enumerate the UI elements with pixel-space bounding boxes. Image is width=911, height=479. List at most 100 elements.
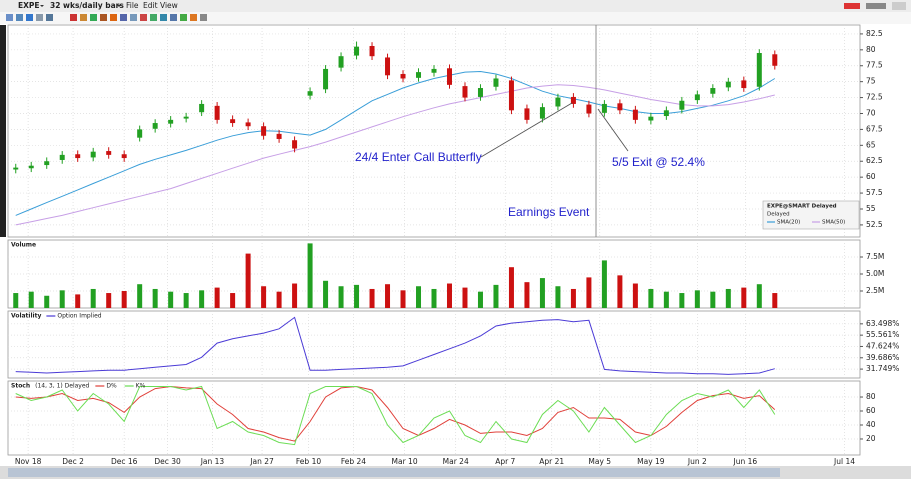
x-tick-label: Jun 2 — [687, 457, 707, 466]
x-tick-label: Jun 16 — [733, 457, 758, 466]
y-tick-label: 80 — [866, 45, 876, 54]
volume-bar — [725, 288, 731, 308]
y-tick-label: 52.5 — [866, 220, 883, 229]
y-tick-label: 57.5 — [866, 188, 883, 197]
candle-body — [493, 78, 499, 87]
y-tick-label: 65 — [866, 140, 876, 149]
candle-body — [245, 122, 251, 127]
left-edge — [0, 25, 6, 237]
period[interactable]: 32 wks/daily bars — [50, 1, 124, 10]
volume-bar — [307, 243, 313, 308]
toolbar-icons[interactable] — [6, 2, 906, 21]
candle-body — [508, 80, 514, 111]
volume-bar — [694, 290, 700, 308]
volume-bar — [106, 293, 112, 308]
volume-bar — [214, 287, 220, 308]
volume-bar — [601, 260, 607, 308]
y-tick-label: 63.498% — [866, 319, 899, 328]
candle-body — [462, 86, 468, 98]
candle-body — [570, 96, 576, 104]
legend-label: D% — [106, 383, 117, 390]
x-tick-label: Feb 10 — [296, 457, 321, 466]
volume-bar — [152, 288, 158, 308]
candle-body — [663, 110, 669, 117]
candle-body — [152, 123, 158, 129]
volume-bar — [741, 287, 747, 308]
volume-bar — [369, 288, 375, 308]
y-tick-label: 5.0M — [866, 269, 884, 278]
legend-box — [762, 200, 860, 230]
candle-body — [44, 161, 50, 166]
y-tick-label: 20 — [866, 434, 876, 443]
y-tick-label: 62.5 — [866, 156, 883, 165]
volume-bar — [431, 288, 437, 308]
candle-body — [276, 133, 282, 139]
volume-bar — [44, 295, 50, 308]
panel-title: Volume — [11, 242, 36, 249]
candle-body — [679, 100, 685, 110]
menu-edit[interactable]: Edit — [143, 1, 158, 10]
line-series — [15, 385, 776, 442]
y-tick-label: 72.5 — [866, 93, 883, 102]
annotation-arrow — [480, 102, 573, 158]
candle-body — [121, 154, 127, 159]
y-tick-label: 55 — [866, 204, 876, 213]
candle-body — [13, 167, 19, 170]
legend-label: SMA(20) — [777, 220, 800, 226]
volume-bar — [121, 291, 127, 308]
x-tick-label: Dec 2 — [62, 457, 84, 466]
volume-bar — [276, 291, 282, 308]
x-tick-label: Apr 7 — [495, 457, 515, 466]
candle-body — [369, 46, 375, 57]
volume-bar — [245, 253, 251, 308]
volume-bar — [648, 288, 654, 308]
x-tick-label: Dec 30 — [154, 457, 181, 466]
symbol[interactable]: EXPE — [18, 1, 40, 10]
volume-bar — [570, 288, 576, 308]
annotation: 24/4 Enter Call Butterfly — [355, 150, 482, 164]
menu-file[interactable]: File — [126, 1, 139, 10]
x-tick-label: Jul 14 — [833, 457, 855, 466]
candle-body — [524, 108, 530, 120]
y-tick-label: 7.5M — [866, 252, 884, 261]
candle-body — [756, 53, 762, 87]
panel-subtitle: (14, 3, 1) Delayed — [35, 383, 89, 390]
y-tick-label: 67.5 — [866, 124, 883, 133]
y-tick-label: 39.686% — [866, 353, 899, 362]
y-tick-label: 55.561% — [866, 330, 899, 339]
volume-bar — [524, 282, 530, 308]
volume-bar — [230, 293, 236, 308]
candle-body — [183, 116, 189, 119]
candle-body — [75, 154, 81, 159]
scroll-thumb[interactable] — [8, 468, 780, 477]
volume-bar — [446, 283, 452, 308]
volume-bar — [338, 286, 344, 308]
y-tick-label: 75 — [866, 77, 876, 86]
volume-bar — [617, 275, 623, 308]
volume-bar — [28, 291, 34, 308]
volume-bar — [354, 284, 360, 308]
candle-body — [230, 119, 236, 124]
candle-body — [261, 126, 267, 136]
candle-body — [168, 119, 174, 124]
x-tick-label: Apr 21 — [539, 457, 564, 466]
candle-body — [416, 72, 422, 78]
volume-bar — [323, 280, 329, 308]
panel-frame — [7, 310, 861, 379]
y-tick-label: 31.749% — [866, 364, 899, 373]
volume-bar — [199, 290, 205, 308]
volume-bar — [385, 284, 391, 308]
menu-view[interactable]: View — [160, 1, 178, 10]
candle-body — [741, 80, 747, 89]
x-tick-label: Feb 24 — [341, 457, 366, 466]
legend-title: EXPE@SMART Delayed — [767, 204, 837, 210]
annotation: 5/5 Exit @ 52.4% — [612, 155, 705, 169]
candle-body — [710, 88, 716, 94]
volume-bar — [756, 284, 762, 308]
line-series — [15, 70, 776, 216]
candle-body — [354, 46, 360, 56]
candle-body — [385, 57, 391, 76]
volume-bar — [539, 278, 545, 308]
